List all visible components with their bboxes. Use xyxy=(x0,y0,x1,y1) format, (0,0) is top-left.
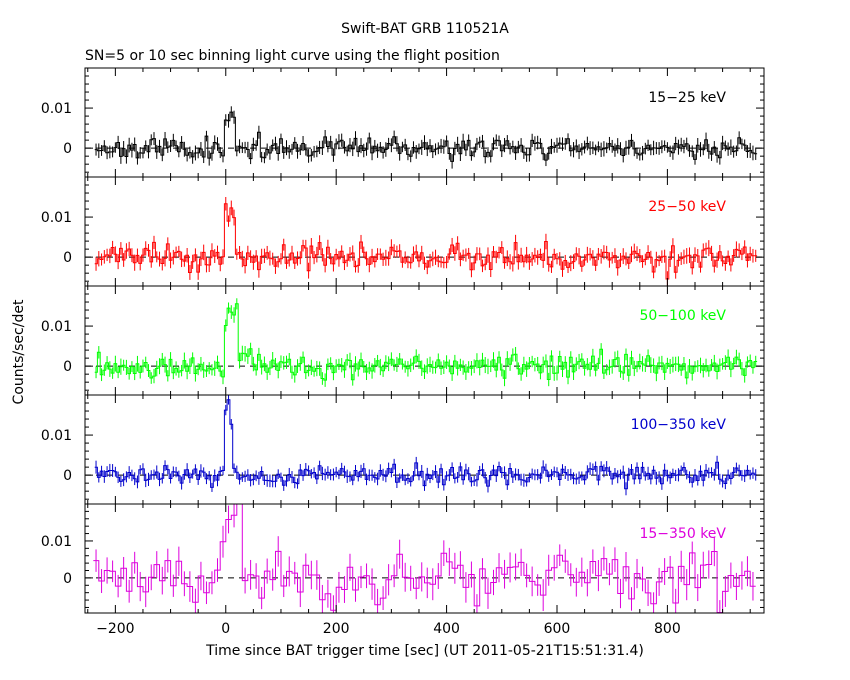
y-tick-label: 0 xyxy=(63,141,72,157)
y-tick-label: 0.01 xyxy=(41,101,72,117)
y-tick-label: 0 xyxy=(63,468,72,484)
x-tick-label: 600 xyxy=(544,621,571,637)
panel-label: 15−350 keV xyxy=(639,526,726,542)
y-tick-label: 0 xyxy=(63,571,72,587)
y-axis-title: Counts/sec/det xyxy=(11,299,27,404)
y-tick-label: 0.01 xyxy=(41,534,72,550)
panel-1: 0 0.01 25−50 keV xyxy=(41,176,765,287)
series-0 xyxy=(94,106,758,169)
series-3 xyxy=(94,395,758,496)
panel-frame xyxy=(84,503,765,614)
series-2 xyxy=(94,298,758,387)
step-line xyxy=(94,111,758,162)
chart-subtitle: SN=5 or 10 sec binning light curve using… xyxy=(85,48,500,64)
x-axis-tick-labels: −200 0 200 400 600 800 xyxy=(96,621,681,637)
step-line xyxy=(93,504,756,613)
series-4 xyxy=(93,504,756,613)
x-tick-label: 800 xyxy=(654,621,681,637)
panel-label: 15−25 keV xyxy=(648,90,726,106)
y-tick-label: 0.01 xyxy=(41,428,72,444)
panels-group: 0 0.01 15−25 keV 0 0.01 25−50 keV 0 0.01 50−100 … xyxy=(41,67,765,614)
y-tick-label: 0.01 xyxy=(41,319,72,335)
x-axis-title: Time since BAT trigger time [sec] (UT 20… xyxy=(205,643,644,659)
x-tick-label: 400 xyxy=(433,621,460,637)
panel-4: 0 0.01 15−350 keV xyxy=(41,503,765,614)
chart-title: Swift-BAT GRB 110521A xyxy=(341,21,509,37)
series-1 xyxy=(94,196,758,286)
panel-label: 25−50 keV xyxy=(648,199,726,215)
panel-label: 100−350 keV xyxy=(631,417,727,433)
y-tick-label: 0 xyxy=(63,250,72,266)
x-tick-label: 200 xyxy=(323,621,350,637)
x-tick-label: −200 xyxy=(96,621,134,637)
panel-label: 50−100 keV xyxy=(639,308,726,324)
x-tick-label: 0 xyxy=(221,621,230,637)
y-tick-label: 0 xyxy=(63,359,72,375)
y-tick-label: 0.01 xyxy=(41,210,72,226)
